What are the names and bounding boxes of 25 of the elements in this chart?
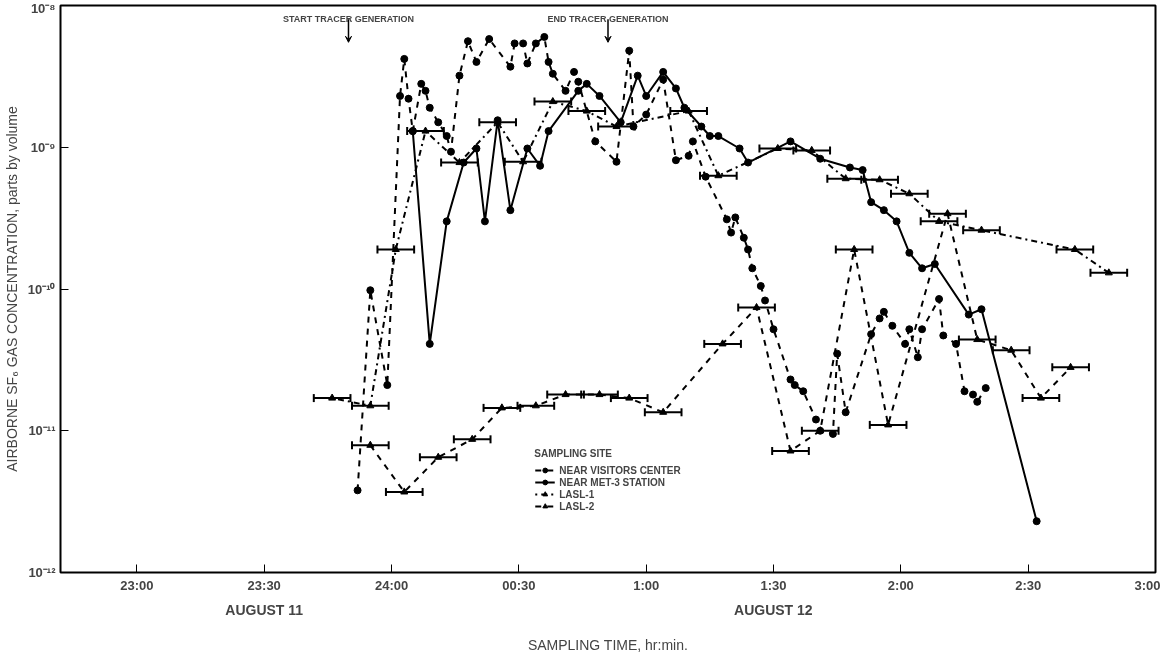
x-tick-label: 23:30 [247,577,281,593]
x-tick-label: 1:30 [760,577,787,593]
legend-label: NEAR VISITORS CENTER [559,464,681,476]
y-axis-title: AIRBORNE SF₆ GAS CONCENTRATION, parts by volume [3,106,20,472]
legend-label: LASL-2 [559,500,595,512]
legend-title: SAMPLING SITE [534,448,614,459]
text: AUGUST 12 [734,601,813,618]
y-tick-label: 10⁻¹¹ [28,423,56,439]
legend-label: NEAR MET-3 STATION [559,476,665,488]
y-tick-label: 10⁻⁸ [30,0,56,16]
x-tick-label: 24:00 [374,577,409,593]
y-tick-label: 10⁻¹⁰ [27,281,56,297]
y-tick-label: 10⁻¹² [28,565,57,580]
x-tick-label: 3:00 [1134,577,1161,593]
x-tick-label: 2:00 [887,577,914,593]
annotation: END TRACER GENERATION [547,13,669,24]
annotation: START TRACER GENERATION [282,13,415,24]
x-tick-label: 00:30 [502,577,536,593]
x-tick-label: 23:00 [120,577,154,593]
legend-label: LASL-1 [559,488,595,500]
x-tick-label: 2:30 [1015,577,1042,593]
x-tick-label: 1:00 [633,577,660,593]
x-axis-title: SAMPLING TIME, hr:min. [527,636,688,653]
y-tick-label: 10⁻⁹ [30,139,56,155]
text: AUGUST 11 [225,601,304,618]
